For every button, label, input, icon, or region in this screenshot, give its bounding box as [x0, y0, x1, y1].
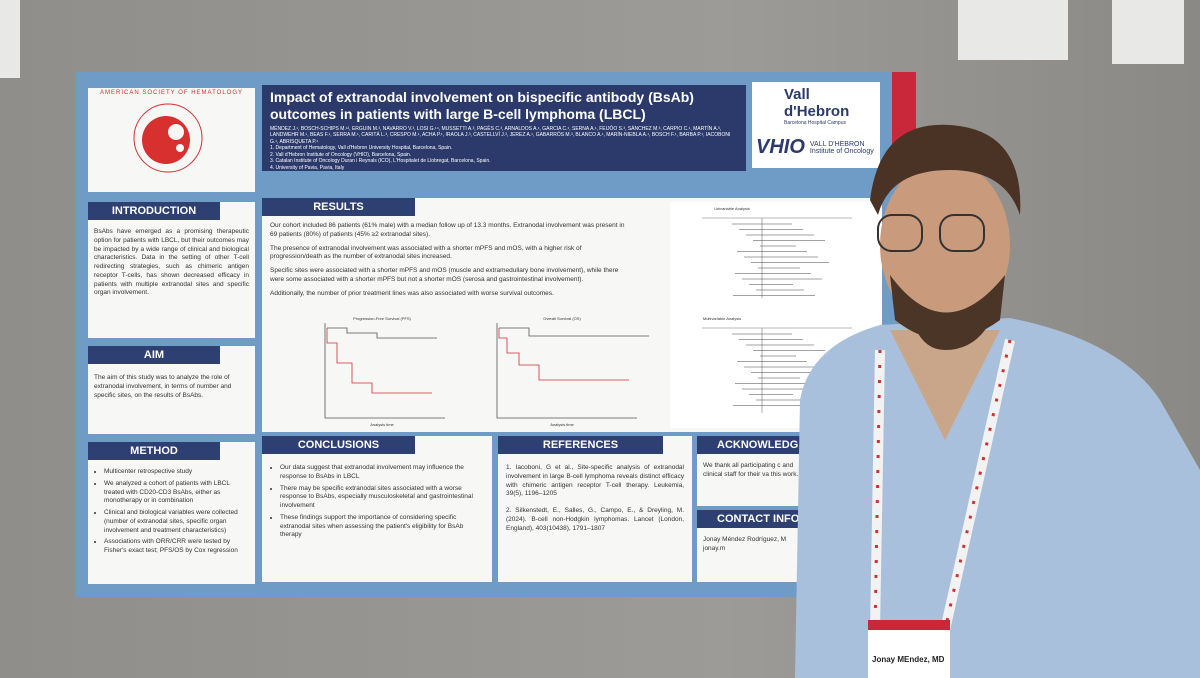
affiliation: 1. Department of Hematology, Vall d'Hebr… — [270, 145, 453, 152]
list-item: There may be specific extranodal sites a… — [280, 485, 484, 511]
ash-logo: AMERICAN SOCIETY OF HEMATOLOGY — [88, 88, 255, 192]
logo-vhio-text: VALL D'HEBRON Institute of Oncology — [809, 140, 874, 155]
list-item: Multicenter retrospective study — [104, 468, 249, 477]
section-heading: AIM — [88, 346, 220, 364]
section-heading: RESULTS — [262, 198, 415, 216]
logo-sub: Barcelona Hospital Campus — [784, 120, 846, 126]
authors: MÉNDEZ J.¹, BOSCH-SCHIPS M.¹², ERGUIN M.… — [270, 125, 731, 145]
paper-sheet — [958, 0, 1068, 60]
poster: AMERICAN SOCIETY OF HEMATOLOGY Impact of… — [75, 72, 916, 597]
section-text: The aim of this study was to analyze the… — [94, 374, 232, 399]
axis-label: Analysis time — [550, 422, 574, 427]
reference: 1. Iacoboni, G et al., Site-specific ana… — [506, 464, 684, 498]
reference-list: 1. Iacoboni, G et al., Site-specific ana… — [506, 464, 684, 533]
section-heading: INTRODUCTION — [88, 202, 220, 220]
paper-sheet — [1112, 0, 1184, 64]
results-paragraph: The presence of extranodal involvement w… — [270, 244, 582, 261]
introduction: INTRODUCTION BsAbs have emerged as a pro… — [88, 202, 255, 338]
conclusions: CONCLUSIONS Our data suggest that extran… — [262, 436, 492, 582]
section-text: Jonay Méndez Rodríguez, M jonay.m — [703, 536, 787, 552]
list-item: Our data suggest that extranodal involve… — [280, 464, 484, 482]
reference: 2. Silkenstedt, E., Salles, G., Campo, E… — [506, 507, 684, 532]
results: RESULTS Our cohort included 86 patients … — [262, 198, 882, 432]
section-heading: ACKNOWLEDG — [697, 436, 801, 454]
axis-label: Analysis time — [370, 422, 394, 427]
poster-title: Impact of extranodal involvement on bisp… — [270, 89, 694, 122]
aim: AIM The aim of this study was to analyze… — [88, 346, 255, 434]
affiliation: 3. Catalan Institute of Oncology Duran i… — [270, 158, 491, 165]
affiliation: 4. University of Pavia, Pavia, Italy — [270, 164, 345, 171]
ash-emblem — [133, 103, 203, 173]
affiliation: 2. Vall d'Hebron Institute of Oncology (… — [270, 151, 412, 158]
section-heading: CONTACT INFO — [697, 510, 801, 528]
section-text: BsAbs have emerged as a promising therap… — [94, 228, 249, 297]
institution-logo: Vall d'Hebron Barcelona Hospital Campus … — [752, 82, 880, 168]
list-item: We analyzed a cohort of patients with LB… — [104, 480, 249, 506]
society-name: AMERICAN SOCIETY OF HEMATOLOGY — [99, 90, 244, 96]
section-list: Multicenter retrospective study We analyz… — [94, 468, 249, 556]
forest-title: Univariable Analysis — [714, 206, 750, 211]
references: REFERENCES 1. Iacoboni, G et al., Site-s… — [498, 436, 692, 582]
section-heading: REFERENCES — [498, 436, 663, 454]
list-item: These findings support the importance of… — [280, 514, 484, 540]
section-heading: CONCLUSIONS — [262, 436, 415, 454]
section-list: Our data suggest that extranodal involve… — [270, 464, 484, 540]
acknowledgements: ACKNOWLEDG We thank all participating c … — [697, 436, 807, 506]
results-text: Our cohort included 86 patients (61% mal… — [270, 222, 630, 298]
badge-name: Jonay MEndez, MD — [872, 655, 945, 664]
results-paragraph: Our cohort included 86 patients (61% mal… — [270, 222, 625, 238]
paper-sheet — [0, 0, 20, 78]
contact: CONTACT INFO Jonay Méndez Rodríguez, M j… — [697, 510, 807, 582]
title-bar: Impact of extranodal involvement on bisp… — [262, 85, 746, 171]
results-paragraph: Specific sites were associated with a sh… — [270, 267, 619, 283]
forest-title: Multivariable Analysis — [703, 316, 741, 321]
plot-title: Overall Survival (OS) — [543, 316, 581, 321]
list-item: Associations with ORR/CRR were tested by… — [104, 538, 249, 556]
method: METHOD Multicenter retrospective study We… — [88, 442, 255, 584]
section-heading: METHOD — [88, 442, 220, 460]
section-text: We thank all participating c and clinica… — [703, 462, 799, 478]
results-paragraph: Additionally, the number of prior treatm… — [270, 289, 554, 297]
list-item: Clinical and biological variables were c… — [104, 509, 249, 535]
logo-main: Vall d'Hebron — [784, 86, 850, 120]
plot-title: Progression-Free Survival (PFS) — [353, 316, 411, 321]
affiliations: 1. Department of Hematology, Vall d'Hebr… — [270, 145, 738, 171]
logo-vhio: VHIO — [756, 136, 805, 158]
